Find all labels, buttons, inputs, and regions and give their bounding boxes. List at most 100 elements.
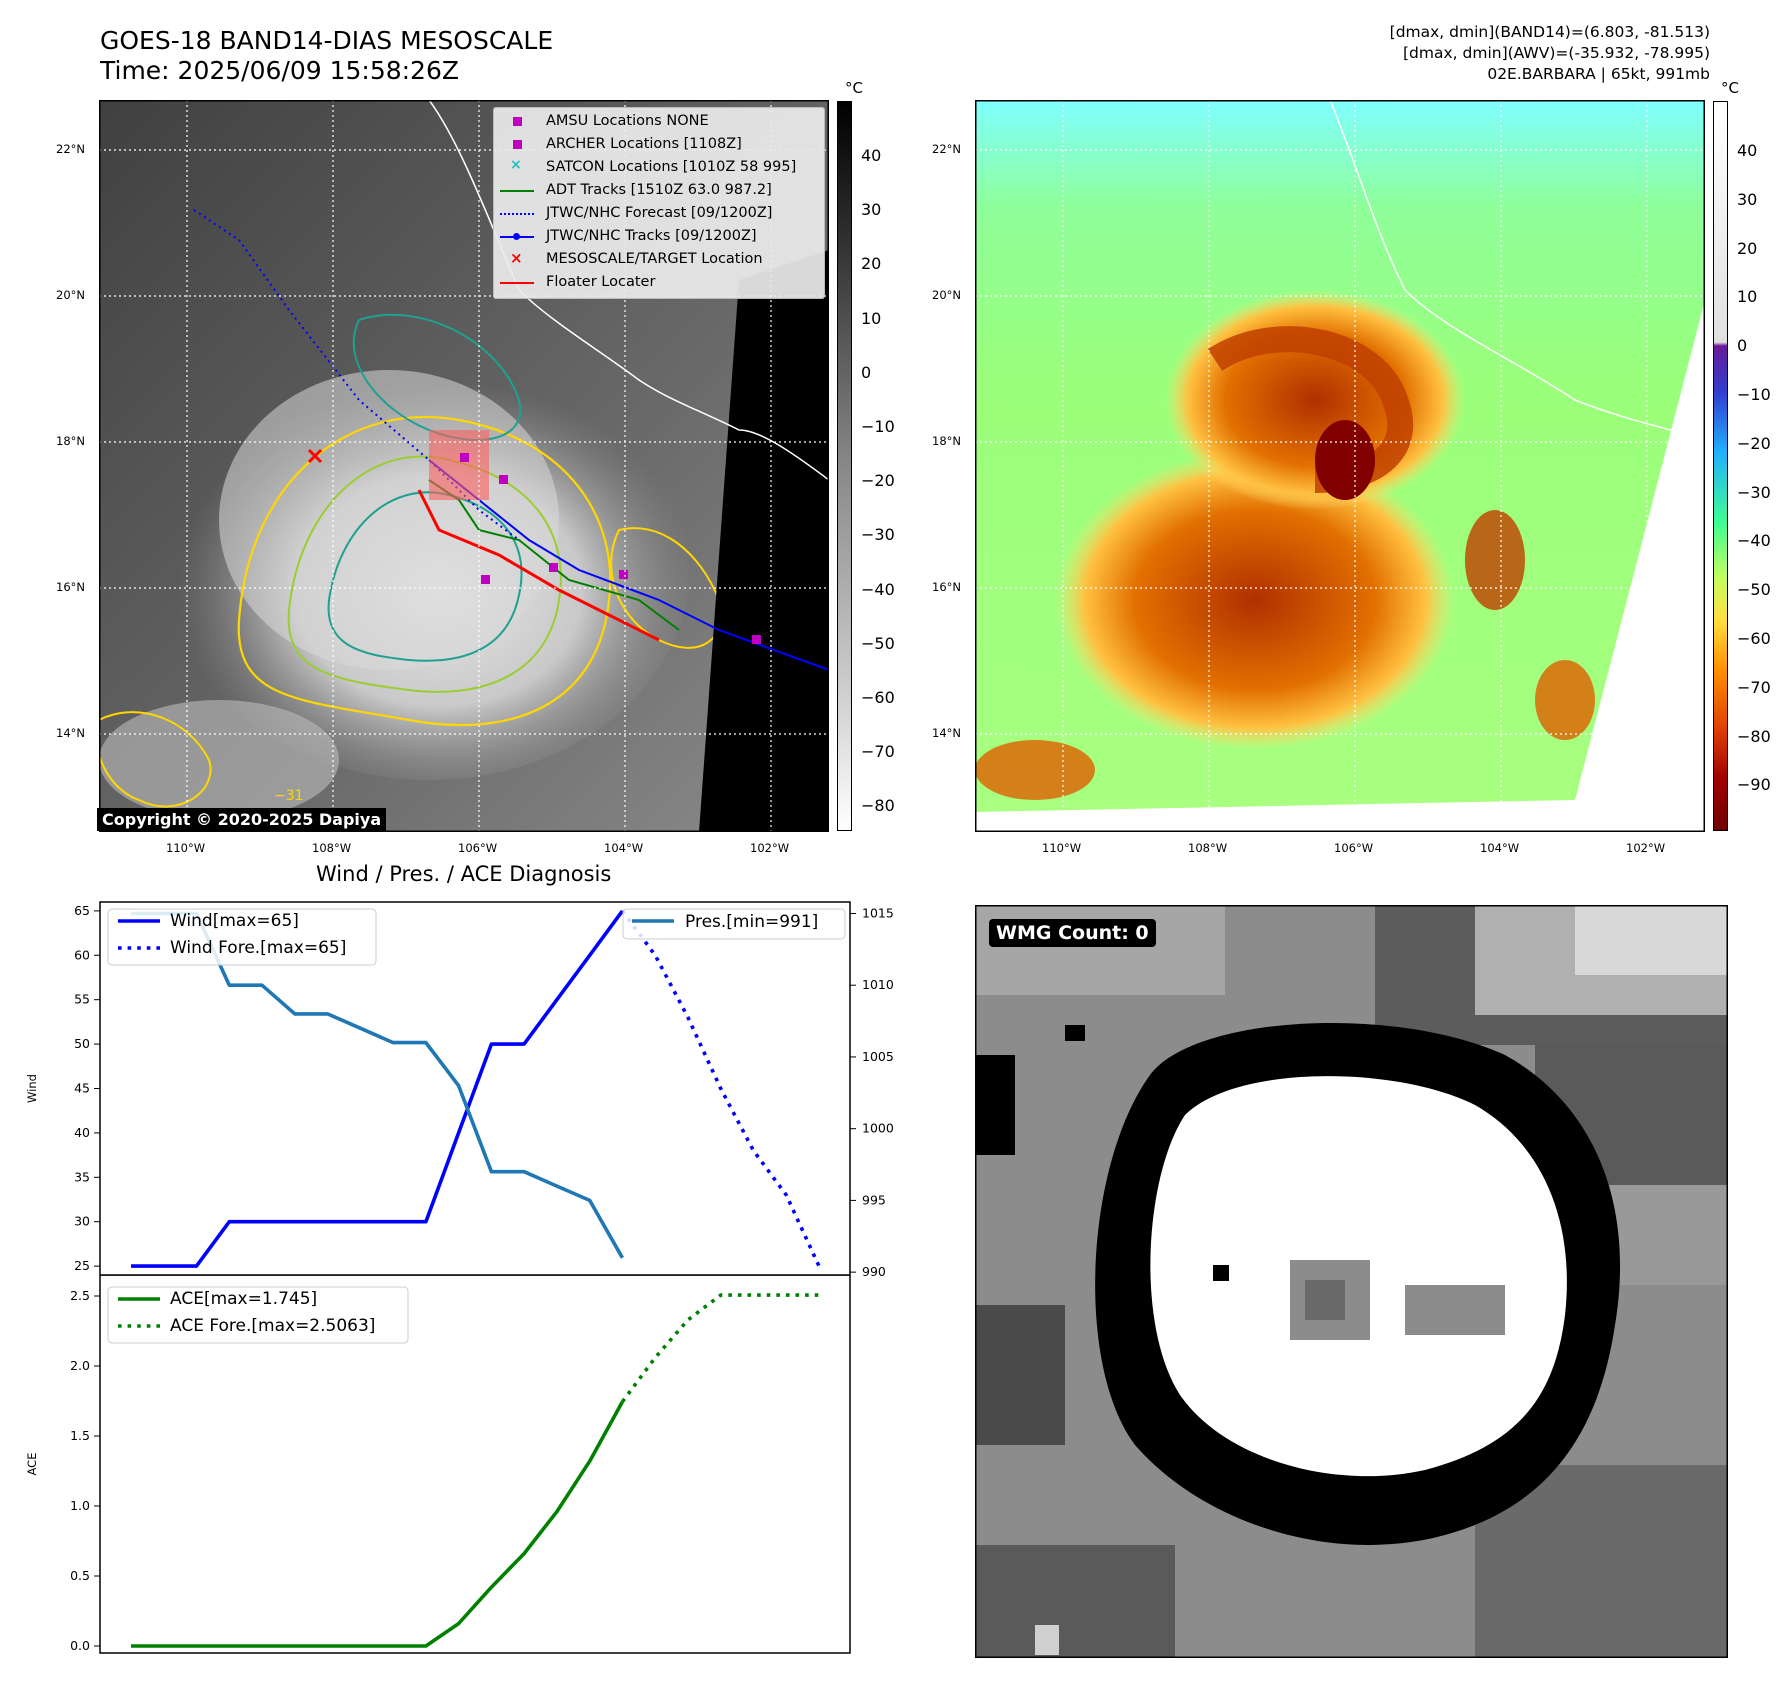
legend-label: Pres.[min=991]: [685, 912, 818, 932]
floater-track: [417, 489, 660, 642]
legend-satcon: SATCON Locations [1010Z 58 995]: [546, 159, 797, 175]
series-line: [620, 1293, 819, 1403]
y-right-tick-label: 1000: [862, 1121, 894, 1136]
lat-label: 20°N: [932, 288, 961, 302]
plot-frame: [99, 1275, 851, 1654]
y-tick-label: 35: [74, 1169, 90, 1184]
stats-awv: [dmax, dmin](AWV)=(-35.932, -78.995): [1403, 44, 1710, 62]
lon-label: 110°W: [166, 841, 206, 855]
colorbar-tick: 40: [1737, 141, 1758, 160]
lon-label: 108°W: [312, 841, 352, 855]
awv-colorbar: [1713, 101, 1728, 831]
legend-floater: Floater Locater: [546, 274, 656, 290]
stats-band14: [dmax, dmin](BAND14)=(6.803, -81.513): [1389, 23, 1710, 41]
y-axis-label: ACE: [25, 1453, 39, 1476]
awv-map-panel: [975, 100, 1705, 832]
series-line: [620, 909, 821, 1267]
y-right-tick-label: 995: [862, 1192, 886, 1207]
lat-label: 22°N: [56, 142, 85, 156]
colorbar-tick: 30: [1737, 189, 1758, 209]
legend-adt: ADT Tracks [1510Z 63.0 987.2]: [546, 182, 772, 198]
product-title: GOES-18 BAND14-DIAS MESOSCALE: [100, 26, 554, 55]
colorbar-tick: 0: [1737, 336, 1748, 356]
target-marker-icon: ×: [510, 249, 523, 267]
lon-label: 110°W: [1042, 841, 1082, 855]
lat-label: 22°N: [932, 142, 961, 156]
y-axis-label: Wind: [25, 1074, 39, 1103]
y-tick-label: 0.5: [70, 1568, 90, 1583]
y-tick-label: 60: [74, 947, 90, 962]
colorbar-tick: −70: [861, 742, 895, 762]
lat-label: 16°N: [932, 580, 961, 594]
coastline: [428, 100, 829, 481]
legend-label: ACE[max=1.745]: [170, 1289, 317, 1309]
legend-archer: ARCHER Locations [1108Z]: [546, 136, 742, 152]
y-tick-label: 25: [74, 1258, 90, 1273]
colorbar-tick: −40: [1737, 531, 1771, 551]
archer-marker-icon: [513, 140, 522, 149]
lat-label: 14°N: [56, 726, 85, 740]
colorbar-tick: −30: [861, 525, 895, 545]
forecast-track: [193, 209, 520, 541]
lon-label: 106°W: [458, 841, 498, 855]
y-tick-label: 65: [74, 903, 90, 918]
lat-label: 18°N: [932, 434, 961, 448]
colorbar-tick: 10: [1737, 287, 1758, 307]
y-right-tick-label: 1010: [862, 977, 894, 992]
legend-amsu: AMSU Locations NONE: [546, 113, 709, 129]
coastline: [1329, 100, 1705, 441]
copyright-badge: Copyright © 2020-2025 Dapiya: [97, 808, 387, 831]
series-line: [131, 1400, 624, 1648]
colorbar-tick: −80: [861, 796, 895, 816]
floater-box: [429, 430, 489, 500]
colorbar-tick: −90: [1737, 775, 1771, 795]
legend-track: JTWC/NHC Tracks [09/1200Z]: [546, 228, 757, 244]
contour-label: −31: [274, 788, 304, 804]
colorbar-tick: −10: [1737, 385, 1771, 404]
adt-line-icon: [500, 190, 534, 192]
lon-label: 102°W: [1626, 841, 1666, 855]
no-data-region: [699, 250, 829, 832]
colorbar-tick: −40: [861, 579, 895, 599]
colorbar-tick: −20: [861, 471, 895, 491]
gray-colorbar: [837, 101, 852, 831]
colorbar-tick: −50: [861, 633, 895, 653]
y-right-tick-label: 1015: [862, 905, 894, 920]
time-title: Time: 2025/06/09 15:58:26Z: [100, 56, 459, 85]
wind-legend: [107, 908, 377, 966]
lon-label: 104°W: [1480, 841, 1520, 855]
storm-info: 02E.BARBARA | 65kt, 991mb: [1487, 65, 1710, 83]
wmg-panel: [975, 905, 1728, 1658]
y-tick-label: 2.5: [70, 1288, 90, 1303]
colorbar-unit: °C: [845, 79, 863, 97]
track-dot-icon: [513, 233, 520, 240]
colorbar-tick: −60: [1737, 629, 1771, 648]
wmg-frame: [975, 905, 1728, 1658]
legend-label: Wind Fore.[max=65]: [170, 938, 346, 958]
colorbar-tick: 30: [861, 200, 882, 220]
colorbar-tick: −30: [1737, 482, 1771, 502]
y-right-tick-label: 990: [862, 1264, 886, 1279]
y-tick-label: 1.0: [70, 1498, 90, 1513]
lon-label: 104°W: [604, 841, 644, 855]
colorbar-tick: −80: [1737, 726, 1771, 746]
lon-label: 106°W: [1334, 841, 1374, 855]
legend-target: MESOSCALE/TARGET Location: [546, 251, 763, 267]
map-frame: [99, 100, 829, 832]
legend-label: ACE Fore.[max=2.5063]: [170, 1316, 375, 1336]
awv-core: [1315, 420, 1375, 500]
wmg-count-badge: WMG Count: 0: [989, 919, 1156, 947]
ace-chart: 0.0 0.5 1.0 1.5 2.0 2.5 ACE ACE[max=1.745] ACE F…: [25, 1275, 851, 1654]
y-tick-label: 1.5: [70, 1428, 90, 1443]
y-right-tick-label: 1005: [862, 1049, 894, 1064]
colorbar-tick: 20: [861, 254, 882, 274]
colorbar-tick: −20: [1737, 433, 1771, 453]
colorbar-tick: −60: [861, 688, 895, 707]
lon-label: 102°W: [750, 841, 790, 855]
satcon-marker-icon: ×: [510, 157, 522, 173]
diagnosis-title: Wind / Pres. / ACE Diagnosis: [316, 862, 612, 886]
y-tick-label: 30: [74, 1214, 90, 1229]
y-tick-label: 2.0: [70, 1358, 90, 1373]
map-frame: [975, 100, 1705, 832]
lon-label: 108°W: [1188, 841, 1228, 855]
